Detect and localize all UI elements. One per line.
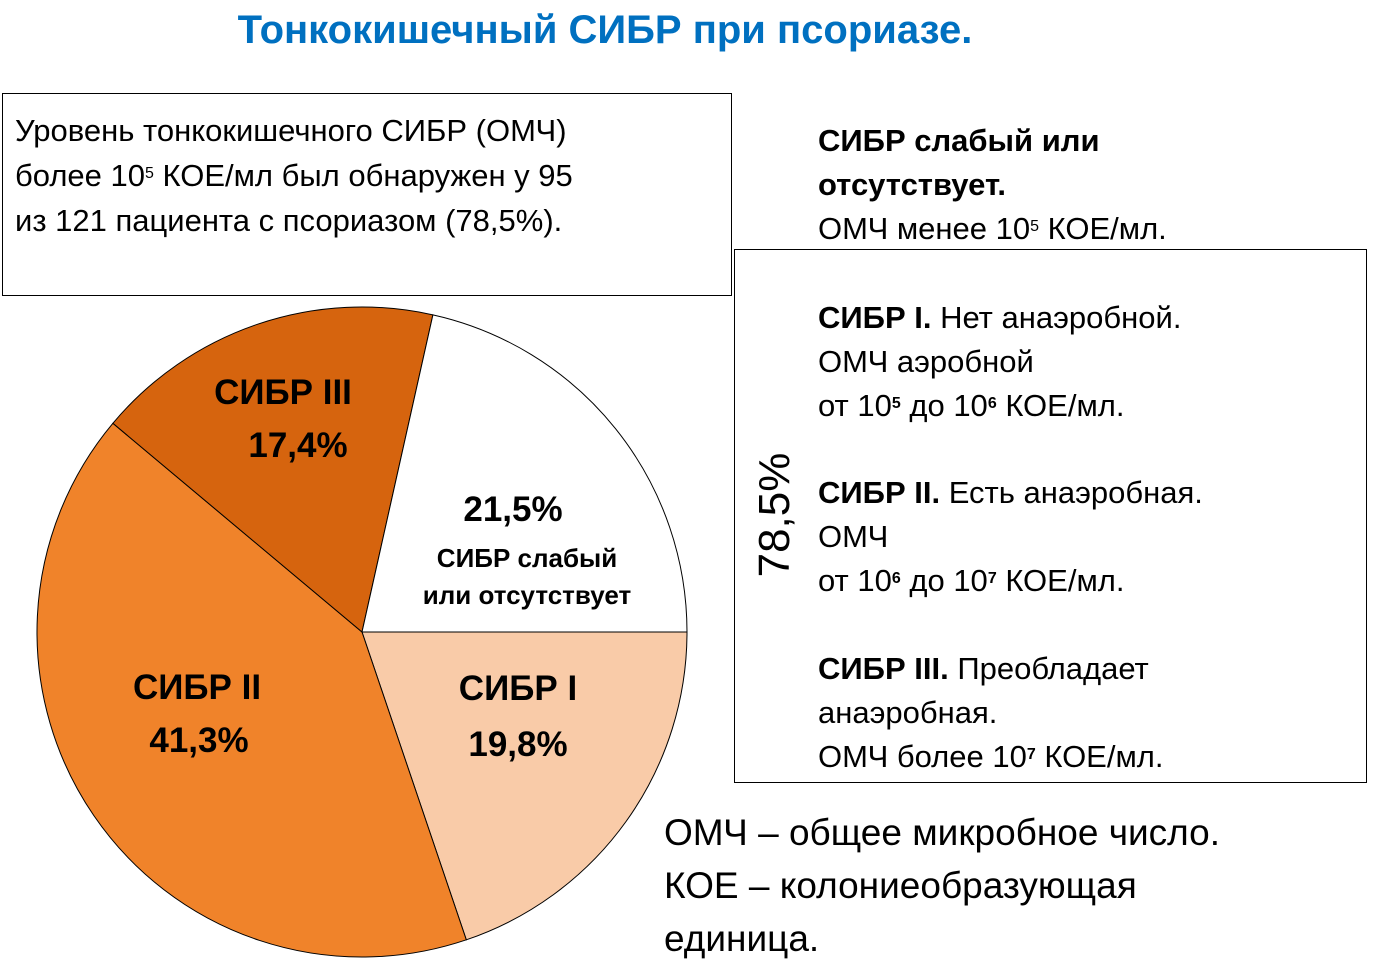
sibo1-line1: СИБР I. Нет анаэробной. (818, 300, 1182, 335)
pie-slice-sibo-2 (36, 422, 467, 958)
weak-description: ОМЧ менее 105 КОЕ/мл. (818, 211, 1167, 246)
legend-line-3: единица. (664, 918, 820, 959)
weak-title-line1: СИБР слабый или (818, 123, 1100, 158)
sibo1-line3: от 105 до 106 КОЕ/мл. (818, 388, 1125, 423)
slice-2-label: СИБР II (133, 668, 261, 707)
pie-chart: 21,5% СИБР слабый или отсутствует СИБР I… (36, 306, 688, 958)
pie-slice-weak (361, 314, 688, 633)
slice-3-value: 17,4% (248, 426, 347, 465)
pie-slice-sibo-1 (361, 631, 688, 941)
sibo3-line3: ОМЧ более 107 КОЕ/мл. (818, 739, 1164, 774)
pie-slice-sibo-3 (112, 306, 434, 633)
sibo2-line2: ОМЧ (818, 519, 889, 554)
slice-2-value: 41,3% (149, 721, 248, 760)
legend-line-1: ОМЧ – общее микробное число. (664, 812, 1221, 853)
weak-title-line2: отсутствует. (818, 167, 1007, 202)
slice-1-value: 19,8% (468, 725, 567, 764)
intro-line-2: более 105 КОЕ/мл был обнаружен у 95 (15, 158, 573, 193)
sibo-grades-box (734, 249, 1367, 783)
intro-text-box: Уровень тонкокишечного СИБР (ОМЧ) более … (2, 93, 732, 296)
abbreviations-legend: ОМЧ – общее микробное число. КОЕ – колон… (664, 806, 1220, 965)
slice-weak-label-line1: СИБР слабый (437, 543, 617, 573)
legend-line-2: КОЕ – колониеобразующая (664, 865, 1137, 906)
intro-line-3: из 121 пациента с псориазом (78,5%). (15, 203, 563, 238)
slice-weak-label-line2: или отсутствует (423, 580, 632, 610)
sibo3-line2: анаэробная. (818, 695, 998, 730)
sibo2-line1: СИБР II. Есть анаэробная. (818, 475, 1203, 510)
slice-1-label: СИБР I (459, 669, 577, 708)
slice-weak-value: 21,5% (463, 490, 562, 529)
sibo2-line3: от 106 до 107 КОЕ/мл. (818, 563, 1125, 598)
sibo3-line1: СИБР III. Преобладает (818, 651, 1149, 686)
page-title: Тонкокишечный СИБР при псориазе. (237, 8, 973, 52)
sibo1-line2: ОМЧ аэробной (818, 344, 1034, 379)
total-sibo-vertical-label: 78,5% (750, 452, 799, 578)
slice-3-label: СИБР III (214, 373, 352, 412)
intro-line-1: Уровень тонкокишечного СИБР (ОМЧ) (15, 113, 567, 148)
